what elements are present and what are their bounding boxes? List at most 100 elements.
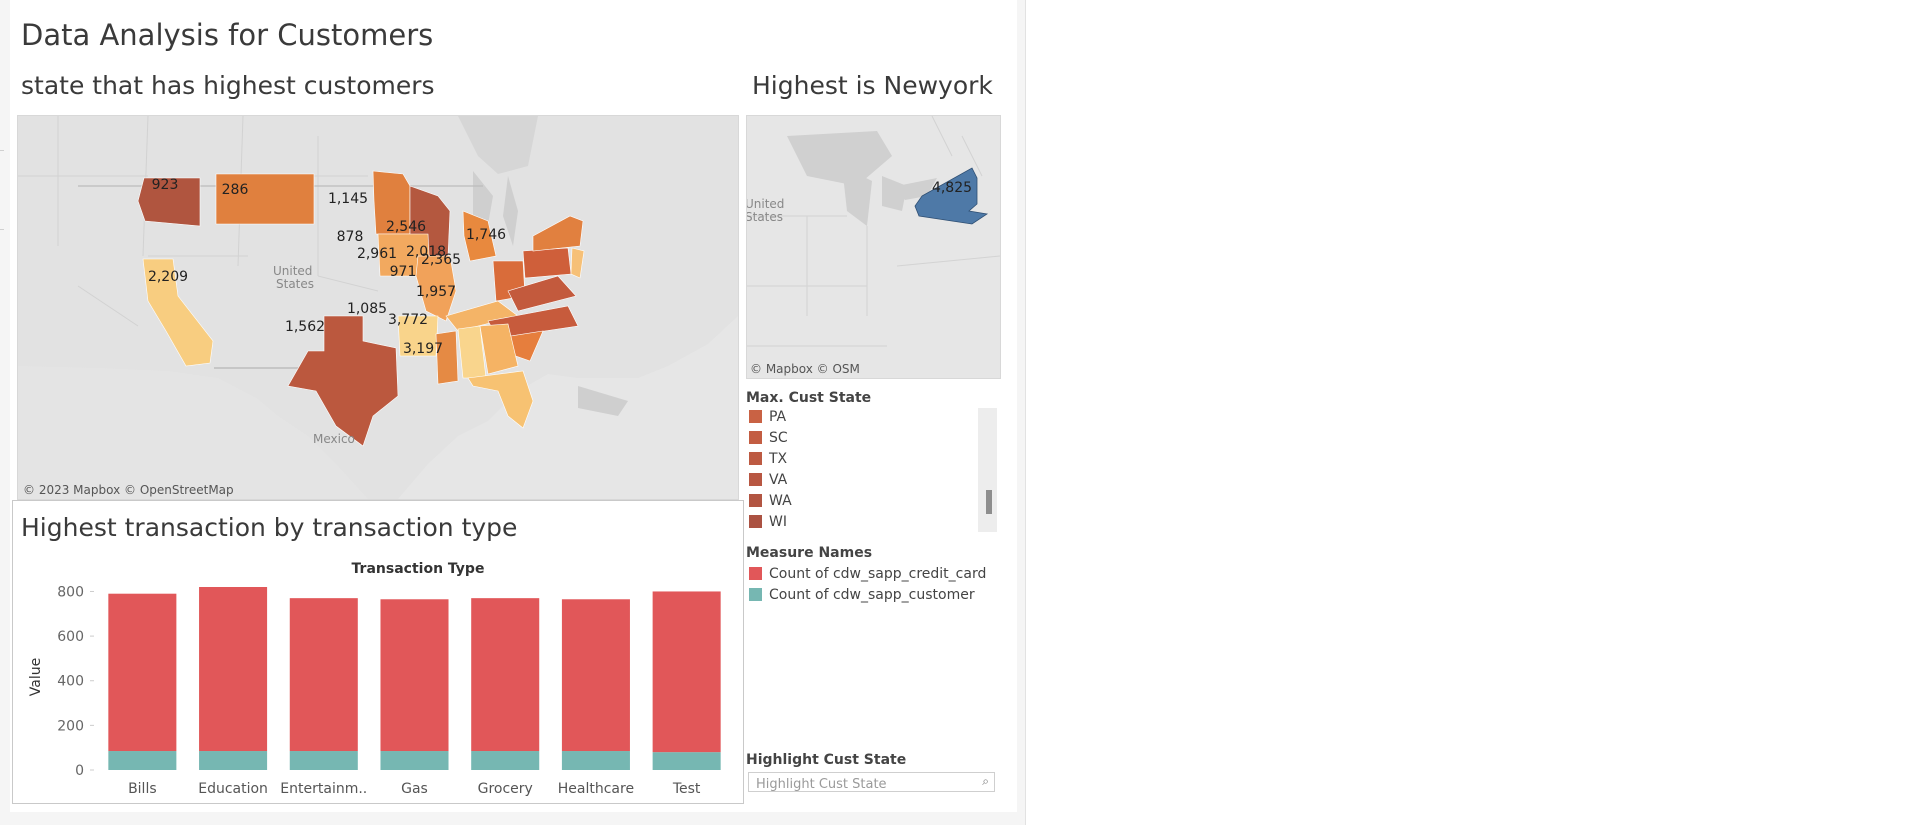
map-place-labels: United States Mexico — [273, 264, 355, 446]
highlight-search-box[interactable]: ⌕ — [748, 772, 995, 793]
legend-swatch — [749, 494, 762, 507]
state-value-label: 971 — [390, 264, 417, 280]
place-label: United — [273, 264, 312, 278]
y-tick-label: 200 — [57, 718, 84, 734]
highlight-map-title: Highest is Newyork — [752, 71, 993, 100]
state-AR — [397, 315, 439, 357]
bars[interactable] — [108, 587, 721, 770]
highlight-state-map[interactable]: United States 4,825 © Mapbox © OSM — [746, 115, 1001, 379]
legend-label: WA — [769, 493, 792, 509]
y-tick-label: 0 — [75, 763, 84, 779]
state-WA — [137, 177, 201, 227]
bar-customer-0[interactable] — [108, 751, 177, 770]
legend-swatch — [749, 473, 762, 486]
x-tick-label: Healthcare — [558, 781, 634, 797]
state-value-label: 3,772 — [388, 312, 428, 328]
state-shapes[interactable] — [137, 170, 585, 447]
state-NY-highlight[interactable] — [914, 167, 989, 225]
legend-swatch — [749, 410, 762, 423]
x-axis: Bills Education Entertainm.. Gas Grocery Heal… — [128, 781, 701, 797]
legend-item[interactable]: VA — [749, 472, 787, 490]
legend-item[interactable]: WI — [749, 514, 787, 532]
legend-label: SC — [769, 430, 788, 446]
legend-swatch — [749, 431, 762, 444]
bar-customer-3[interactable] — [380, 751, 449, 770]
legend-scrollbar[interactable] — [978, 408, 997, 532]
legend-measure-names-title: Measure Names — [746, 545, 873, 561]
map-place-labels: United States — [747, 197, 784, 224]
bar-customer-1[interactable] — [199, 751, 268, 770]
state-NY — [532, 215, 584, 252]
state-PA — [522, 247, 572, 279]
legend-swatch — [749, 515, 762, 528]
legend-label: TX — [769, 451, 788, 467]
customer-state-map[interactable]: United States Mexico 923 286 1,145 878 2,961… — [17, 115, 739, 500]
map-base — [747, 116, 1000, 378]
bar-credit-card-4[interactable] — [471, 598, 540, 752]
state-GA — [479, 323, 519, 375]
state-value-label: 2,365 — [421, 252, 461, 268]
state-value-label: 2,961 — [357, 246, 397, 262]
highlight-value-label: 4,825 — [932, 180, 972, 196]
x-tick-label: Education — [198, 781, 268, 797]
state-VA — [507, 275, 577, 312]
y-tick-label: 400 — [57, 674, 84, 690]
bar-customer-2[interactable] — [289, 751, 358, 770]
legend-label: Count of cdw_sapp_customer — [769, 587, 975, 603]
state-value-label: 2,018 — [406, 244, 446, 260]
dashboard-footer — [0, 812, 1025, 825]
x-tick-label: Entertainm.. — [280, 781, 367, 797]
divider — [0, 150, 4, 151]
legend-cust-state-title: Max. Cust State — [746, 390, 872, 406]
map-credit: © Mapbox © OSM — [750, 362, 860, 376]
divider — [0, 229, 4, 230]
legend-item[interactable]: PA — [749, 409, 786, 427]
legend-item[interactable]: Count of cdw_sapp_credit_card — [749, 566, 986, 584]
state-MT — [215, 173, 315, 225]
state-value-label: 878 — [337, 229, 364, 245]
state-value-label: 1,957 — [416, 284, 456, 300]
state-value-label: 923 — [152, 177, 179, 193]
legend-item[interactable]: SC — [749, 430, 788, 448]
bar-credit-card-5[interactable] — [561, 599, 630, 752]
state-value-label: 1,085 — [347, 301, 387, 317]
legend-swatch — [749, 567, 762, 580]
y-axis: 0 200 400 600 800 — [57, 584, 94, 779]
legend-item[interactable]: Count of cdw_sapp_customer — [749, 587, 975, 605]
place-label: States — [276, 277, 314, 291]
bar-credit-card-2[interactable] — [289, 598, 358, 752]
legend-scrollbar-thumb[interactable] — [986, 490, 992, 514]
x-tick-label: Bills — [128, 781, 157, 797]
bar-credit-card-0[interactable] — [108, 593, 177, 752]
legend-label: VA — [769, 472, 788, 488]
search-icon[interactable]: ⌕ — [982, 774, 989, 788]
y-tick-label: 600 — [57, 629, 84, 645]
bar-credit-card-6[interactable] — [652, 591, 721, 753]
x-tick-label: Grocery — [478, 781, 533, 797]
state-FL — [467, 370, 534, 429]
transaction-bar-chart[interactable]: Transaction Type Value 0 200 400 600 800 Bil… — [12, 555, 740, 800]
bar-credit-card-1[interactable] — [199, 587, 268, 752]
state-MS — [435, 330, 459, 385]
state-TX — [287, 315, 399, 447]
state-value-label: 3,197 — [403, 341, 443, 357]
legend-swatch — [749, 452, 762, 465]
state-value-label: 1,145 — [328, 191, 368, 207]
highlight-search-input[interactable] — [756, 776, 971, 793]
bar-chart-title: Highest transaction by transaction type — [21, 513, 518, 542]
bar-customer-4[interactable] — [471, 751, 540, 770]
legend-item[interactable]: TX — [749, 451, 787, 469]
y-axis-label: Value — [28, 658, 44, 696]
bar-credit-card-3[interactable] — [380, 599, 449, 752]
legend-swatch — [749, 588, 762, 601]
legend-item[interactable]: WA — [749, 493, 792, 511]
chart-axis-title: Transaction Type — [352, 561, 485, 577]
bar-customer-5[interactable] — [561, 751, 630, 770]
y-tick-label: 800 — [57, 584, 84, 600]
x-tick-label: Test — [672, 781, 701, 797]
x-tick-label: Gas — [401, 781, 428, 797]
dashboard-title: Data Analysis for Customers — [21, 18, 434, 52]
map-title: state that has highest customers — [21, 71, 435, 100]
map-credit: © 2023 Mapbox © OpenStreetMap — [23, 483, 234, 497]
bar-customer-6[interactable] — [652, 752, 721, 770]
